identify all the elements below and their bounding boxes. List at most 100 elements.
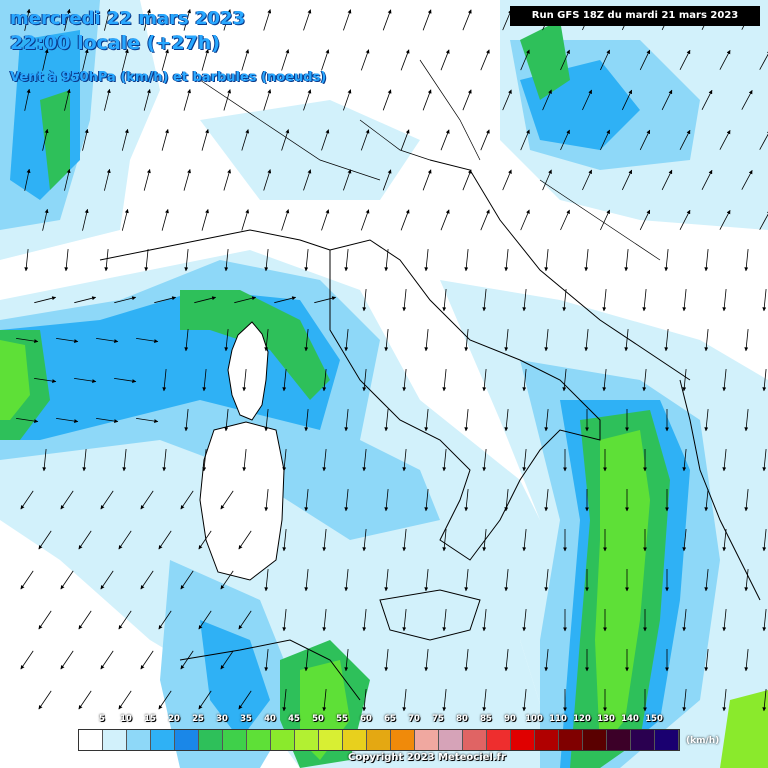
wind-arrow xyxy=(224,329,229,352)
wind-arrow xyxy=(362,609,367,632)
wind-arrow xyxy=(344,409,349,432)
wind-arrow xyxy=(440,129,450,151)
legend-swatch xyxy=(343,730,367,750)
wind-arrow xyxy=(682,529,687,552)
wind-arrow xyxy=(664,329,669,352)
wind-arrow xyxy=(264,489,269,512)
wind-arrow xyxy=(82,208,89,231)
wind-arrow xyxy=(762,529,767,552)
wind-arrow xyxy=(362,369,367,392)
wind-arrow xyxy=(158,610,172,630)
forecast-variable: Vent à 950hPa (km/h) et barbules (noeuds… xyxy=(10,70,327,85)
wind-arrow xyxy=(480,209,490,231)
wind-arrow xyxy=(322,369,327,392)
wind-arrow xyxy=(522,529,527,552)
wind-arrow xyxy=(282,369,287,392)
coastline-sardinia xyxy=(199,421,285,581)
legend-label: 70 xyxy=(408,714,420,724)
wind-arrow xyxy=(362,449,367,472)
wind-arrow xyxy=(722,289,727,312)
copyright-notice: Copyright 2023 Meteociel.fr xyxy=(348,752,506,763)
wind-arrow xyxy=(600,49,610,71)
wind-arrow xyxy=(242,369,247,392)
wind-zone-40kmh xyxy=(0,340,30,420)
wind-arrow xyxy=(274,296,297,304)
wind-arrow xyxy=(344,489,349,512)
wind-arrow xyxy=(281,129,290,151)
wind-arrow xyxy=(701,169,713,190)
wind-arrow xyxy=(118,610,132,630)
wind-arrow xyxy=(322,609,327,632)
wind-arrow xyxy=(224,409,229,432)
wind-arrow xyxy=(143,169,151,191)
wind-zone-40kmh xyxy=(720,690,768,768)
legend-swatch xyxy=(223,730,247,750)
wind-arrow xyxy=(158,530,172,550)
legend-swatch xyxy=(487,730,511,750)
wind-arrow xyxy=(322,529,327,552)
wind-arrow xyxy=(544,409,549,432)
wind-arrow xyxy=(464,249,469,272)
wind-arrow xyxy=(140,570,154,590)
wind-arrow xyxy=(344,249,349,272)
wind-arrow xyxy=(362,529,367,552)
coastline-france xyxy=(99,229,331,261)
wind-zone-30kmh xyxy=(520,20,570,100)
wind-arrow xyxy=(82,128,89,151)
wind-arrow xyxy=(144,249,149,272)
legend-swatch xyxy=(175,730,199,750)
wind-arrow xyxy=(140,490,154,510)
wind-arrow xyxy=(744,569,749,592)
wind-arrow xyxy=(180,490,194,510)
wind-arrow xyxy=(679,209,691,230)
legend-swatch xyxy=(391,730,415,750)
wind-arrow xyxy=(442,289,447,312)
wind-arrow xyxy=(198,530,212,550)
wind-arrow xyxy=(661,89,673,111)
wind-arrow xyxy=(143,9,151,31)
legend-swatch xyxy=(655,730,679,750)
wind-arrow xyxy=(362,689,367,712)
wind-arrow xyxy=(304,649,309,672)
wind-arrow xyxy=(161,209,169,231)
wind-arrow xyxy=(382,169,392,191)
wind-arrow xyxy=(303,169,312,191)
wind-arrow xyxy=(282,529,287,552)
wind-arrow xyxy=(104,168,111,191)
wind-arrow xyxy=(661,169,673,191)
wind-arrow xyxy=(264,249,269,272)
wind-arrow xyxy=(480,129,490,151)
legend-label: 20 xyxy=(168,714,180,724)
coastline-greece xyxy=(679,379,761,601)
wind-arrow xyxy=(422,89,432,111)
legend-swatch xyxy=(103,730,127,750)
wind-arrow xyxy=(562,289,567,312)
wind-arrow xyxy=(719,209,731,230)
wind-arrow xyxy=(60,570,74,590)
wind-arrow xyxy=(464,409,469,432)
wind-arrow xyxy=(744,329,749,352)
wind-arrow xyxy=(682,689,687,712)
wind-arrow xyxy=(464,569,469,592)
wind-arrow xyxy=(42,449,47,472)
wind-arrow xyxy=(562,369,567,392)
wind-arrow xyxy=(281,209,290,231)
wind-arrow xyxy=(384,489,389,512)
coastline-italy xyxy=(329,239,601,561)
wind-arrow xyxy=(82,449,87,472)
wind-arrow xyxy=(223,9,231,31)
wind-arrow xyxy=(162,449,167,472)
wind-arrow xyxy=(701,89,713,110)
wind-arrow xyxy=(522,609,527,632)
wind-arrow xyxy=(400,129,410,151)
legend-label: 130 xyxy=(597,714,615,724)
wind-arrow xyxy=(82,48,89,71)
wind-arrow xyxy=(384,409,389,432)
wind-arrow xyxy=(24,88,31,111)
wind-arrow xyxy=(263,9,272,31)
wind-arrow xyxy=(304,249,309,272)
wind-arrow xyxy=(442,369,447,392)
legend-swatch xyxy=(247,730,271,750)
